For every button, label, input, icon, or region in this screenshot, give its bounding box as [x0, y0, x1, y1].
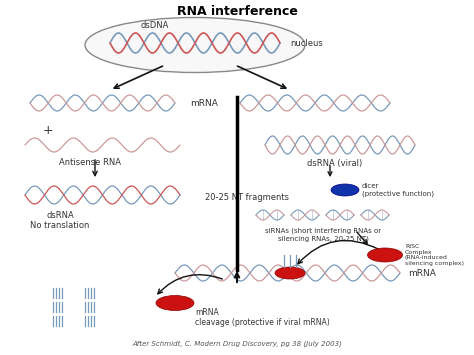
Ellipse shape: [275, 267, 305, 279]
Text: 20-25 NT fragments: 20-25 NT fragments: [205, 192, 289, 202]
Text: nucleus: nucleus: [290, 38, 323, 48]
Ellipse shape: [331, 184, 359, 196]
Text: After Schmidt, C. Modern Drug Discovery, pg 38 (July 2003): After Schmidt, C. Modern Drug Discovery,…: [132, 340, 342, 347]
Ellipse shape: [85, 17, 305, 72]
Text: dsDNA: dsDNA: [141, 21, 169, 30]
Text: siRNAs (short interfering RNAs or
silencing RNAs, 20-25 NT): siRNAs (short interfering RNAs or silenc…: [265, 228, 381, 242]
Text: mRNA
cleavage (protective if viral mRNA): mRNA cleavage (protective if viral mRNA): [195, 308, 330, 327]
Text: RNA interference: RNA interference: [176, 5, 298, 18]
Text: RISC
Complex
(RNA-induced
silencing complex): RISC Complex (RNA-induced silencing comp…: [405, 244, 464, 266]
Text: dsRNA
No translation: dsRNA No translation: [30, 211, 90, 230]
Text: mRNA: mRNA: [408, 268, 436, 278]
Text: dsRNA (viral): dsRNA (viral): [307, 159, 363, 168]
Ellipse shape: [156, 295, 194, 311]
Ellipse shape: [367, 248, 402, 262]
Text: dicer
(protective function): dicer (protective function): [362, 183, 434, 197]
Text: mRNA: mRNA: [190, 98, 218, 108]
Text: Antisense RNA: Antisense RNA: [59, 158, 121, 167]
Text: +: +: [43, 124, 53, 137]
